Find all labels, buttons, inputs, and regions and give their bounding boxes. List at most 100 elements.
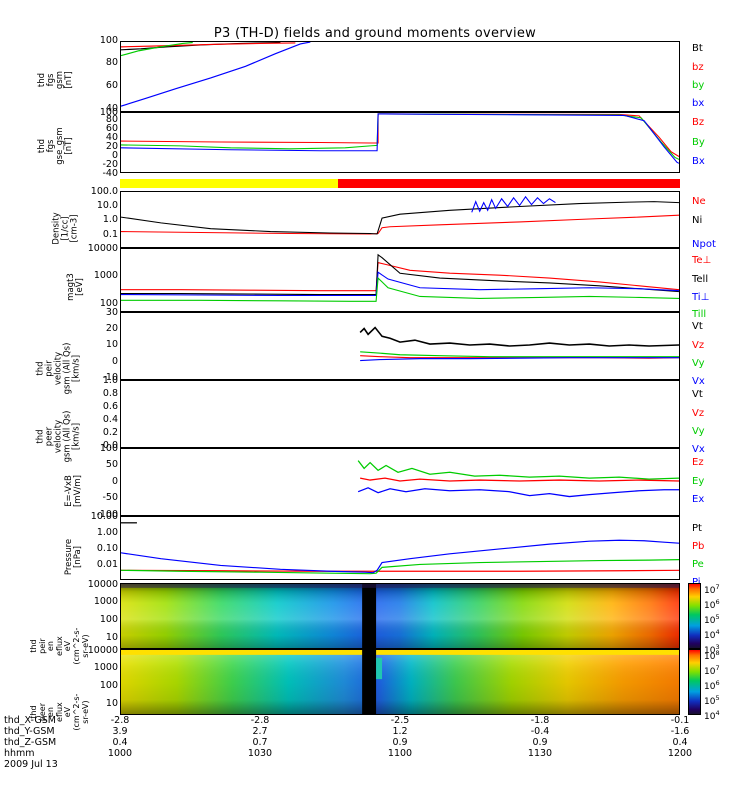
ytick: 10 xyxy=(105,698,118,709)
ytick: 10.0 xyxy=(96,200,118,211)
xtick-value: 0.4 xyxy=(672,737,688,748)
legend-by: by xyxy=(692,80,705,91)
ytick: 40 xyxy=(105,132,118,143)
panel-magt3 xyxy=(120,248,680,312)
panel-density-ylabel: Density [1/cc] [cm-3] xyxy=(52,197,80,261)
legend-Bt: Bt xyxy=(692,43,703,54)
legend-Te-perp: Te⊥ xyxy=(692,255,712,266)
peer-colorbar-tick: 106 xyxy=(704,679,720,692)
ytick: 1.00 xyxy=(96,527,118,538)
status-bar xyxy=(120,179,680,188)
xaxis-row-name: thd_X-GSM xyxy=(4,715,56,726)
ytick: -40 xyxy=(102,168,118,179)
ytick: 100 xyxy=(99,35,118,46)
legend-Vy-e: Vy xyxy=(692,426,705,437)
legend-Pi: Pi xyxy=(692,578,701,588)
ytick: 10.00 xyxy=(90,511,118,522)
ytick: 20 xyxy=(105,323,118,334)
ytick: 0.1 xyxy=(102,229,118,240)
xtick-value: -0.4 xyxy=(530,726,550,737)
peer-colorbar-tick: 107 xyxy=(704,664,720,677)
ylabel-line: [nT] xyxy=(64,137,74,155)
xtick-value: 1200 xyxy=(667,748,693,759)
status-bar-segment-red xyxy=(338,179,680,188)
ylabel-line: [nPa] xyxy=(73,546,83,568)
legend-Vt-e: Vt xyxy=(692,389,703,400)
legend-Ti-perp: Ti⊥ xyxy=(692,292,710,303)
panel-density xyxy=(120,191,680,248)
ytick: 1.0 xyxy=(102,214,118,225)
ytick: 0.6 xyxy=(102,401,118,412)
legend-Bz: Bz xyxy=(692,117,705,128)
ytick: 0 xyxy=(111,150,118,161)
legend-Pe: Pe xyxy=(692,559,704,570)
ytick: 0.2 xyxy=(102,427,118,438)
xtick-value: -2.8 xyxy=(110,715,130,726)
legend-bz: bz xyxy=(692,62,704,73)
panel-pressure-ylabel: Pressure [nPa] xyxy=(64,527,83,587)
peir-colorbar-tick: 105 xyxy=(704,613,720,626)
ytick: 100 xyxy=(99,443,118,454)
page-title: P3 (TH-D) fields and ground moments over… xyxy=(213,26,537,41)
ytick: 100 xyxy=(99,680,118,691)
xaxis-row-name: thd_Z-GSM xyxy=(4,737,57,748)
ytick: 60 xyxy=(105,123,118,134)
panel-fgs-gse-gsm xyxy=(120,112,680,173)
ytick: 10 xyxy=(105,339,118,350)
legend-Vx-e: Vx xyxy=(692,444,705,455)
xtick-value: -0.1 xyxy=(670,715,690,726)
xtick-value: -2.8 xyxy=(250,715,270,726)
peir-colorbar-tick: 106 xyxy=(704,598,720,611)
ylabel-line: [mV/m] xyxy=(73,475,83,507)
xtick-value: 1130 xyxy=(527,748,553,759)
panel-fgs-gse-gsm-ylabel: thd fgs gse_gsm [nT] xyxy=(37,108,74,184)
legend-Bx: Bx xyxy=(692,156,705,167)
xtick-value: 1.2 xyxy=(392,726,408,737)
ytick: 0 xyxy=(111,356,118,367)
legend-By: By xyxy=(692,137,705,148)
legend-Npot: Npot xyxy=(692,239,716,250)
panel-efield-ylabel: E=-VxB [mV/m] xyxy=(64,459,83,523)
legend-Ti-par: Till xyxy=(692,309,707,320)
ytick: 10000 xyxy=(87,579,118,590)
legend-Ey: Ey xyxy=(692,476,705,487)
xaxis-row-name: thd_Y-GSM xyxy=(4,726,55,737)
ytick: 100 xyxy=(99,107,118,118)
ylabel-line: [eV] xyxy=(75,278,85,296)
peir-colorbar-tick: 104 xyxy=(704,628,720,641)
status-bar-segment-yellow xyxy=(120,179,339,188)
xtick-value: -1.6 xyxy=(670,726,690,737)
legend-Pt: Pt xyxy=(692,523,702,534)
legend-Vz-e: Vz xyxy=(692,408,705,419)
date-label: 2009 Jul 13 xyxy=(4,759,58,770)
ytick: 0 xyxy=(111,476,118,487)
ytick: 1000 xyxy=(93,596,118,607)
ytick: 80 xyxy=(105,57,118,68)
panel-peer-en-eflux xyxy=(120,649,680,715)
legend-Ez: Ez xyxy=(692,457,704,468)
ytick: 0.10 xyxy=(96,543,118,554)
ytick: 1.0 xyxy=(102,375,118,386)
legend-Vy-i: Vy xyxy=(692,358,705,369)
peer-colorbar-tick: 104 xyxy=(704,709,720,722)
ytick: -20 xyxy=(102,159,118,170)
legend-Vz-i: Vz xyxy=(692,340,705,351)
legend-Ni: Ni xyxy=(692,215,703,226)
legend-bx: bx xyxy=(692,98,705,109)
ytick: 40 xyxy=(105,103,118,114)
ytick: 0.8 xyxy=(102,388,118,399)
legend-Vx-i: Vx xyxy=(692,376,705,387)
peer-colorbar xyxy=(688,649,701,715)
xtick-value: 0.9 xyxy=(532,737,548,748)
xtick-value: 0.7 xyxy=(252,737,268,748)
ytick: 1000 xyxy=(93,270,118,281)
ytick: -100 xyxy=(96,509,118,520)
ytick: 0.4 xyxy=(102,414,118,425)
ylabel-line: [nT] xyxy=(64,71,74,89)
legend-Te-par: Tell xyxy=(692,274,709,285)
ytick: 10 xyxy=(105,632,118,643)
xtick-value: 2.7 xyxy=(252,726,268,737)
xtick-value: -1.8 xyxy=(530,715,550,726)
panel-fgs-gsm xyxy=(120,41,680,112)
